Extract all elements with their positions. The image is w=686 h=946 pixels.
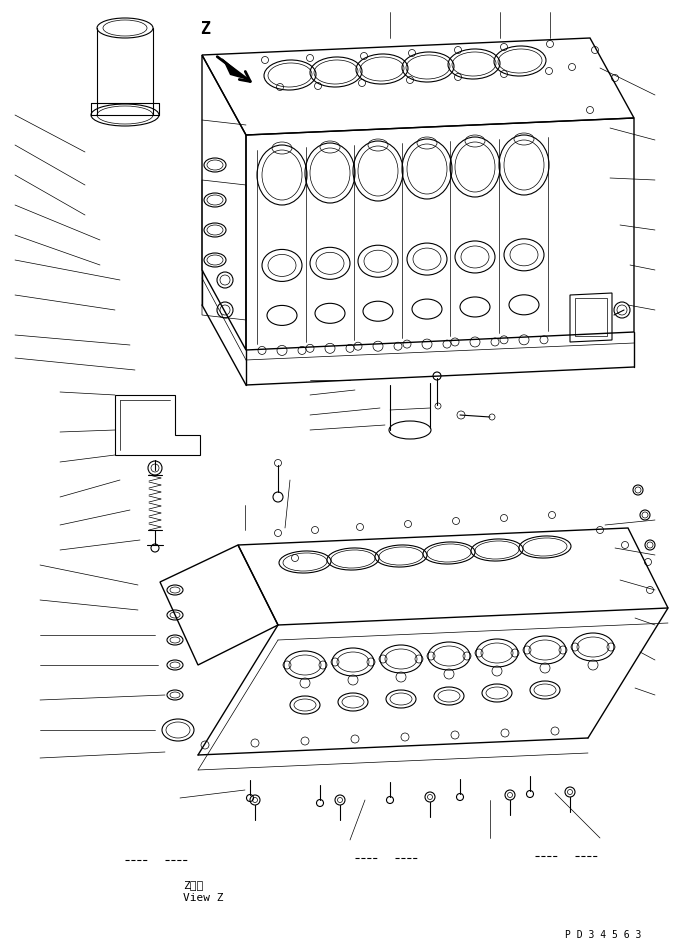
Bar <box>575 298 607 336</box>
Text: P D 3 4 5 6 3: P D 3 4 5 6 3 <box>565 930 641 940</box>
Text: Z　視: Z 視 <box>183 880 203 890</box>
Text: Z: Z <box>200 20 210 38</box>
Text: View Z: View Z <box>183 893 224 903</box>
Polygon shape <box>222 58 248 80</box>
